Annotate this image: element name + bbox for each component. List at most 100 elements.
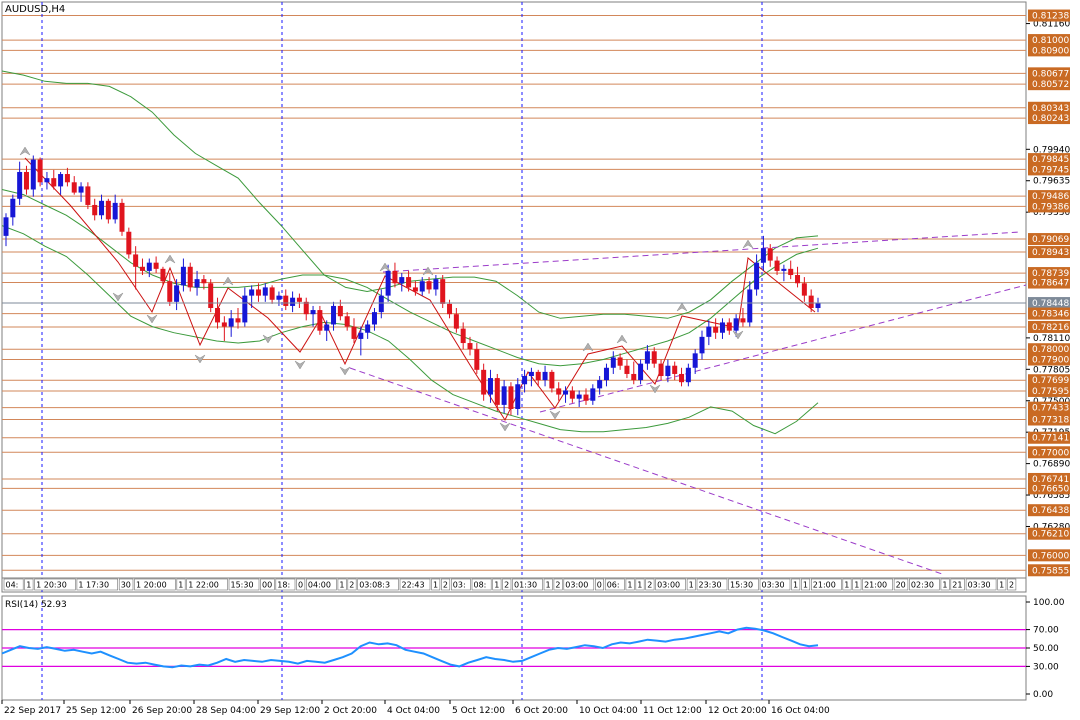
time-tag-label: 1 [689, 581, 694, 590]
candle-body [269, 287, 275, 300]
candle-body [290, 297, 296, 306]
candle-body [665, 365, 671, 377]
time-tag-label: 03:30 [762, 581, 785, 590]
candle [406, 270, 412, 292]
candle-body [706, 326, 712, 337]
price-tag-box [1028, 297, 1070, 310]
time-tag-box [24, 578, 34, 591]
time-tag-box [553, 578, 563, 591]
time-tag-label: 1 [339, 581, 344, 590]
price-tag-label: 0.81000 [1032, 36, 1069, 46]
candle-body [487, 378, 493, 395]
candle [515, 378, 521, 416]
time-tag-label: 15:30 [231, 581, 254, 590]
horizontal-levels [2, 15, 1026, 571]
time-tag-label: 21:00 [813, 581, 836, 590]
candle [801, 277, 807, 302]
time-tag-box [357, 578, 399, 591]
zigzag-polyline [24, 157, 816, 422]
zigzag-line [24, 157, 816, 422]
time-tag-box [801, 578, 811, 591]
candle [201, 275, 207, 290]
candle-body [719, 322, 725, 333]
time-tag-label: 18: [277, 581, 290, 590]
price-tag-label: 0.77699 [1032, 376, 1069, 386]
candle [754, 254, 760, 296]
price-level-tag: 0.77000 [1028, 446, 1070, 459]
time-tag-box [543, 578, 553, 591]
candle-body [283, 295, 289, 306]
candle [146, 258, 152, 278]
time-tag-box [655, 578, 686, 591]
candle-body [242, 295, 248, 323]
candle-body [726, 322, 732, 331]
price-tag-label: 0.76210 [1032, 530, 1069, 540]
price-tag-box [1028, 233, 1070, 246]
candle [296, 293, 302, 309]
price-tag-box [1028, 276, 1070, 289]
candle [658, 359, 664, 381]
candle-body [399, 277, 405, 284]
candle-body [651, 351, 657, 364]
time-tag-box [76, 578, 119, 591]
time-tag-box [759, 578, 791, 591]
price-tag-box [1028, 472, 1070, 485]
candle-body [17, 171, 23, 199]
fractal-up-marker [582, 342, 594, 352]
bollinger-middle [1, 189, 819, 367]
price-level-tag: 0.79486 [1028, 190, 1070, 203]
candle [774, 256, 780, 276]
candle-body [331, 305, 337, 325]
price-axis-label: 0.76280 [1033, 522, 1070, 532]
candle [290, 291, 296, 313]
price-axis-label: 0.77805 [1033, 365, 1070, 375]
candle-body [528, 371, 534, 377]
candle-body [71, 182, 77, 193]
candle-body [433, 279, 439, 290]
time-tag-box [347, 578, 357, 591]
candle [255, 283, 261, 302]
price-level-tag: 0.78346 [1028, 307, 1070, 320]
candle-body [576, 394, 582, 399]
price-tag-label: 0.77141 [1032, 434, 1069, 444]
fractal-down-marker [649, 384, 661, 394]
time-label-strip: 04: 1 1 20:30 1 17:30 30 1 20:00 1 1 22:00 15:30… [2, 577, 1026, 591]
candle [112, 194, 118, 224]
price-tag-label: 0.76741 [1032, 475, 1069, 485]
price-level-tag: 0.77141 [1028, 431, 1070, 444]
time-tag-label: 04:00 [308, 581, 331, 590]
price-level-tag: 0.77900 [1028, 353, 1070, 366]
time-tag-label: 01:30 [514, 581, 537, 590]
candle-body [781, 268, 787, 271]
candle-body [754, 262, 760, 290]
candle-body [23, 171, 29, 190]
candle-body [180, 266, 186, 286]
date-axis-label: 12 Oct 20:00 [708, 706, 767, 716]
price-level-tag: 0.76210 [1028, 527, 1070, 540]
candle-body [85, 186, 91, 205]
price-axis-label: 0.78110 [1033, 334, 1070, 344]
bollinger-lower [1, 225, 819, 435]
candle [665, 359, 671, 383]
candle-body [808, 295, 814, 309]
candle-body [590, 388, 596, 401]
candle [365, 320, 371, 339]
price-level-tag: 0.76741 [1028, 472, 1070, 485]
candle [563, 386, 569, 403]
time-tag-label: 03:00 [657, 581, 680, 590]
time-tag-label: 1 [26, 581, 31, 590]
candle-body [392, 270, 398, 284]
price-tag-label: 0.79386 [1032, 202, 1069, 212]
candle-body [30, 159, 36, 190]
time-tag-label: 0 [597, 581, 602, 590]
price-tag-box [1028, 34, 1070, 47]
date-axis-label: 16 Oct 04:00 [771, 706, 830, 716]
time-tag-box [625, 578, 635, 591]
price-level-tag: 0.79745 [1028, 163, 1070, 176]
candle-body [317, 310, 323, 331]
price-level-tag: 0.75855 [1028, 564, 1070, 577]
price-tag-label: 0.78216 [1032, 323, 1069, 333]
time-tag-box [441, 578, 451, 591]
candle [679, 367, 685, 387]
